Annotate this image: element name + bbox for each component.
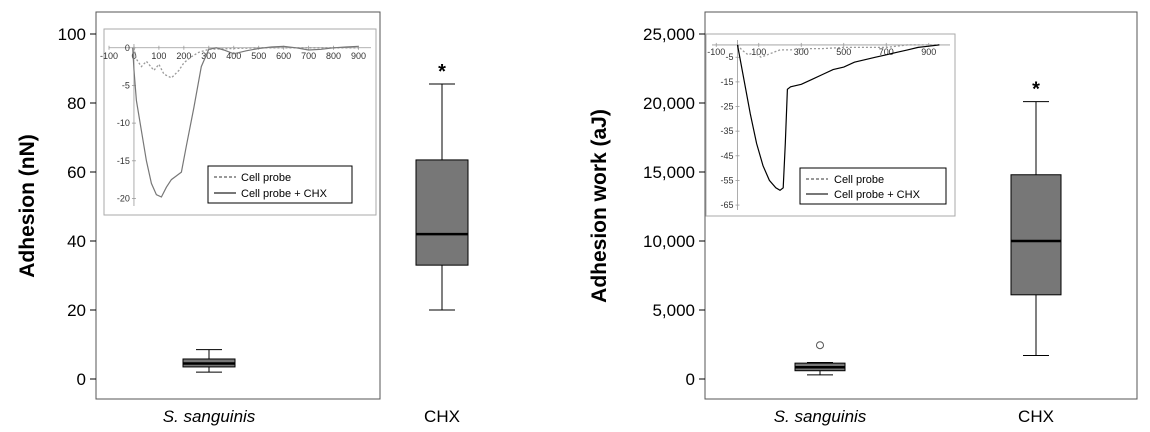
inset-plot: -100 0 100 200 300 400 500 600 700 800 900 0 -5 -10 -1… <box>100 28 377 216</box>
inset-x-tick-label: 300 <box>794 47 809 57</box>
y-tick-label: 0 <box>77 370 86 389</box>
inset-x-tick-label: 900 <box>921 47 936 57</box>
inset-x-tick-label: 500 <box>836 47 851 57</box>
legend-box <box>207 165 353 204</box>
panel-adhesion-work: Adhesion work (aJ) 0 5,000 10,000 15,000 20,… <box>588 11 1138 426</box>
inset-ticks: -100 100 300 500 700 900 -5 -15 -25 -35 -45 -55 -65 <box>707 40 950 210</box>
y-tick-label: 25,000 <box>643 25 695 44</box>
inset-series-line <box>736 44 940 192</box>
box-plots: * <box>794 79 1062 376</box>
box-iqr <box>1010 174 1062 296</box>
inset-series <box>736 44 940 192</box>
y-tick-label: 60 <box>67 163 86 182</box>
y-axis-label: Adhesion (nN) <box>16 134 39 277</box>
y-tick-label: 100 <box>58 25 86 44</box>
y-ticks: 0 20 40 60 80 100 <box>58 25 96 389</box>
x-category-label: CHX <box>1018 407 1054 426</box>
y-ticks: 0 5,000 10,000 15,000 20,000 25,000 <box>643 25 705 389</box>
box-plots: * <box>182 61 469 373</box>
inset-x-tick-label: 700 <box>301 51 316 61</box>
panel-adhesion: Adhesion (nN) 0 20 40 60 80 100 * S. sanguini… <box>16 11 469 426</box>
y-tick-label: 40 <box>67 232 86 251</box>
inset-legend: Cell probe Cell probe + CHX <box>207 165 353 204</box>
inset-x-tick-label: 100 <box>151 51 166 61</box>
inset-y-tick-label: -65 <box>720 200 733 210</box>
inset-x-tick-label: 0 <box>131 51 136 61</box>
legend-box <box>799 167 947 205</box>
y-tick-label: 10,000 <box>643 232 695 251</box>
legend-entry: Cell probe + CHX <box>241 188 328 200</box>
inset-series-line <box>132 45 359 198</box>
y-tick-label: 20,000 <box>643 94 695 113</box>
legend-entry: Cell probe <box>834 174 884 186</box>
x-category-label: CHX <box>424 407 460 426</box>
inset-x-tick-label: 100 <box>751 47 766 57</box>
inset-series-line <box>737 44 940 58</box>
y-tick-label: 5,000 <box>652 301 695 320</box>
inset-y-tick-label: -10 <box>117 118 130 128</box>
y-tick-label: 15,000 <box>643 163 695 182</box>
inset-x-tick-label: 200 <box>176 51 191 61</box>
significance-marker: * <box>1032 79 1040 101</box>
inset-y-tick-label: -55 <box>720 175 733 185</box>
y-axis-label: Adhesion work (aJ) <box>588 109 611 303</box>
y-tick-label: 20 <box>67 301 86 320</box>
inset-x-tick-label: -100 <box>100 51 118 61</box>
inset-y-tick-label: -5 <box>122 80 130 90</box>
inset-x-tick-label: 800 <box>326 51 341 61</box>
inset-series <box>132 45 359 198</box>
x-axis-categories: S. sanguinis CHX <box>163 407 460 426</box>
inset-ticks: -100 0 100 200 300 400 500 600 700 800 900 0 -5 -10 -1… <box>100 43 371 206</box>
inset-y-tick-label: -35 <box>720 126 733 136</box>
inset-y-tick-label: -20 <box>117 193 130 203</box>
box-iqr <box>415 159 469 266</box>
inset-y-tick-label: -45 <box>720 151 733 161</box>
x-category-label: S. sanguinis <box>163 407 256 426</box>
inset-x-tick-label: 500 <box>251 51 266 61</box>
inset-plot: -100 100 300 500 700 900-5-15-25-35-45-55-65 … <box>705 33 956 217</box>
inset-x-tick-label: -100 <box>707 47 725 57</box>
inset-x-tick-label: 400 <box>226 51 241 61</box>
legend-entry: Cell probe <box>241 172 291 184</box>
x-category-label: S. sanguinis <box>774 407 867 426</box>
inset-y-tick-label: -15 <box>720 77 733 87</box>
inset-y-tick-label: -5 <box>725 52 733 62</box>
inset-x-tick-label: 300 <box>201 51 216 61</box>
inset-y-tick-label: -15 <box>117 156 130 166</box>
inset-y-tick-label: 0 <box>125 43 130 53</box>
significance-marker: * <box>438 61 446 83</box>
inset-x-tick-label: 600 <box>276 51 291 61</box>
box-outlier <box>816 341 824 350</box>
y-tick-label: 0 <box>686 370 695 389</box>
inset-x-tick-label: 900 <box>351 51 366 61</box>
inset-x-tick-label: 700 <box>879 47 894 57</box>
inset-legend: Cell probe Cell probe + CHX <box>799 167 947 205</box>
y-tick-label: 80 <box>67 94 86 113</box>
x-axis-categories: S. sanguinis CHX <box>774 407 1054 426</box>
inset-y-tick-label: -25 <box>720 102 733 112</box>
legend-entry: Cell probe + CHX <box>834 189 921 201</box>
